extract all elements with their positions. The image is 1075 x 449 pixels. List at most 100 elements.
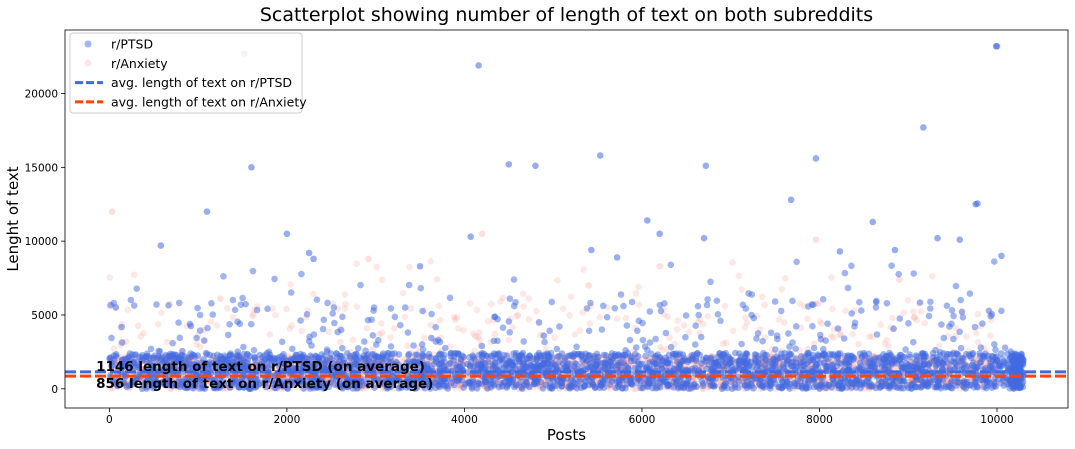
ptsd-point — [287, 289, 295, 296]
anxiety-point — [818, 320, 825, 327]
ptsd-point — [242, 300, 249, 308]
ptsd-point — [889, 358, 896, 365]
anxiety-point — [525, 295, 532, 302]
ptsd-point — [646, 339, 654, 346]
ptsd-point — [667, 343, 675, 351]
ptsd-point — [957, 344, 965, 352]
anxiety-point — [298, 327, 305, 335]
ptsd-point — [179, 347, 186, 355]
anxiety-point — [741, 324, 749, 331]
anxiety-point — [921, 319, 928, 327]
ptsd-point — [419, 307, 426, 315]
anxiety-point — [453, 314, 461, 321]
anxiety-point — [134, 322, 142, 330]
anxiety-point — [391, 325, 398, 332]
anxiety-point — [450, 313, 458, 321]
anxiety-point — [193, 341, 200, 348]
ptsd-point — [704, 296, 711, 303]
ptsd-point — [973, 383, 981, 391]
ptsd-point — [541, 338, 548, 346]
ptsd-point — [310, 331, 318, 338]
ptsd-point — [959, 314, 967, 321]
ptsd-point — [329, 310, 337, 317]
anxiety-point — [868, 333, 876, 340]
ptsd-point — [405, 281, 413, 289]
ptsd-point — [249, 267, 257, 275]
ptsd-point — [793, 258, 800, 266]
ptsd-point — [535, 319, 543, 326]
anxiety-point — [497, 298, 505, 305]
anxiety-point — [913, 317, 921, 324]
anxiety-point — [658, 347, 665, 354]
anxiety-point — [476, 336, 484, 343]
ptsd-point — [802, 385, 810, 392]
ptsd-point — [250, 346, 258, 354]
anxiety-point — [533, 307, 540, 315]
anxiety-point — [551, 334, 558, 341]
ptsd-point — [598, 326, 606, 333]
anxiety-point — [974, 339, 982, 346]
ptsd-point — [333, 350, 340, 357]
ptsd-point — [927, 298, 934, 306]
ptsd-point — [692, 322, 699, 330]
ptsd-point — [991, 341, 998, 348]
ptsd-point — [505, 318, 513, 325]
ptsd-point — [767, 329, 775, 337]
ptsd-point — [194, 304, 201, 312]
anxiety-point — [566, 312, 573, 319]
anxiety-point — [196, 343, 204, 351]
ptsd-point — [626, 336, 634, 344]
ptsd-point — [331, 319, 338, 327]
ptsd-point — [714, 311, 722, 318]
ptsd-point — [271, 275, 278, 283]
anxiety-point — [881, 340, 888, 347]
ptsd-point — [324, 299, 331, 307]
ptsd-point — [597, 381, 605, 389]
ptsd-point — [652, 335, 659, 343]
ptsd-point — [748, 311, 755, 319]
anxiety-point — [266, 331, 274, 338]
ptsd-point — [298, 270, 305, 278]
anxiety-point — [796, 300, 804, 307]
anxiety-point — [365, 255, 372, 263]
ptsd-point — [442, 344, 449, 352]
anxiety-point — [664, 313, 672, 321]
ptsd-point — [910, 338, 917, 346]
anxiety-point — [699, 320, 707, 328]
ptsd-point — [649, 379, 657, 387]
ptsd-point — [561, 354, 568, 362]
ptsd-point — [998, 355, 1006, 362]
ptsd-point — [401, 304, 409, 311]
anxiety-point — [407, 305, 415, 312]
anxiety-point — [812, 236, 820, 243]
anxiety-point — [761, 301, 768, 309]
ptsd-point — [944, 383, 952, 391]
anxiety-point — [108, 208, 116, 215]
anxiety-point — [559, 305, 567, 312]
anxiety-point — [249, 312, 256, 320]
anxiety-point — [349, 336, 357, 344]
anxiety-point — [613, 315, 621, 323]
anxiety-point — [911, 314, 918, 321]
ptsd-point — [510, 302, 518, 310]
anxiety-point — [325, 328, 333, 336]
ptsd-point — [917, 384, 925, 391]
ptsd-point — [834, 325, 842, 332]
ptsd-point — [491, 313, 498, 321]
anxiety-point — [722, 339, 730, 346]
ptsd-point — [717, 317, 724, 325]
anxiety-point — [782, 275, 789, 282]
anxiety-point — [596, 313, 604, 321]
ptsd-point — [848, 310, 855, 317]
ptsd-point — [940, 334, 948, 342]
ptsd-point — [176, 334, 184, 342]
ptsd-point — [829, 350, 837, 358]
anxiety-point — [656, 262, 663, 270]
ptsd-point — [937, 349, 944, 356]
ptsd-point — [226, 321, 233, 328]
anxiety-point — [378, 276, 386, 284]
ptsd-point — [118, 323, 125, 331]
anxiety-point — [286, 325, 294, 333]
anxiety-point — [827, 332, 835, 340]
ptsd-point — [822, 337, 829, 344]
